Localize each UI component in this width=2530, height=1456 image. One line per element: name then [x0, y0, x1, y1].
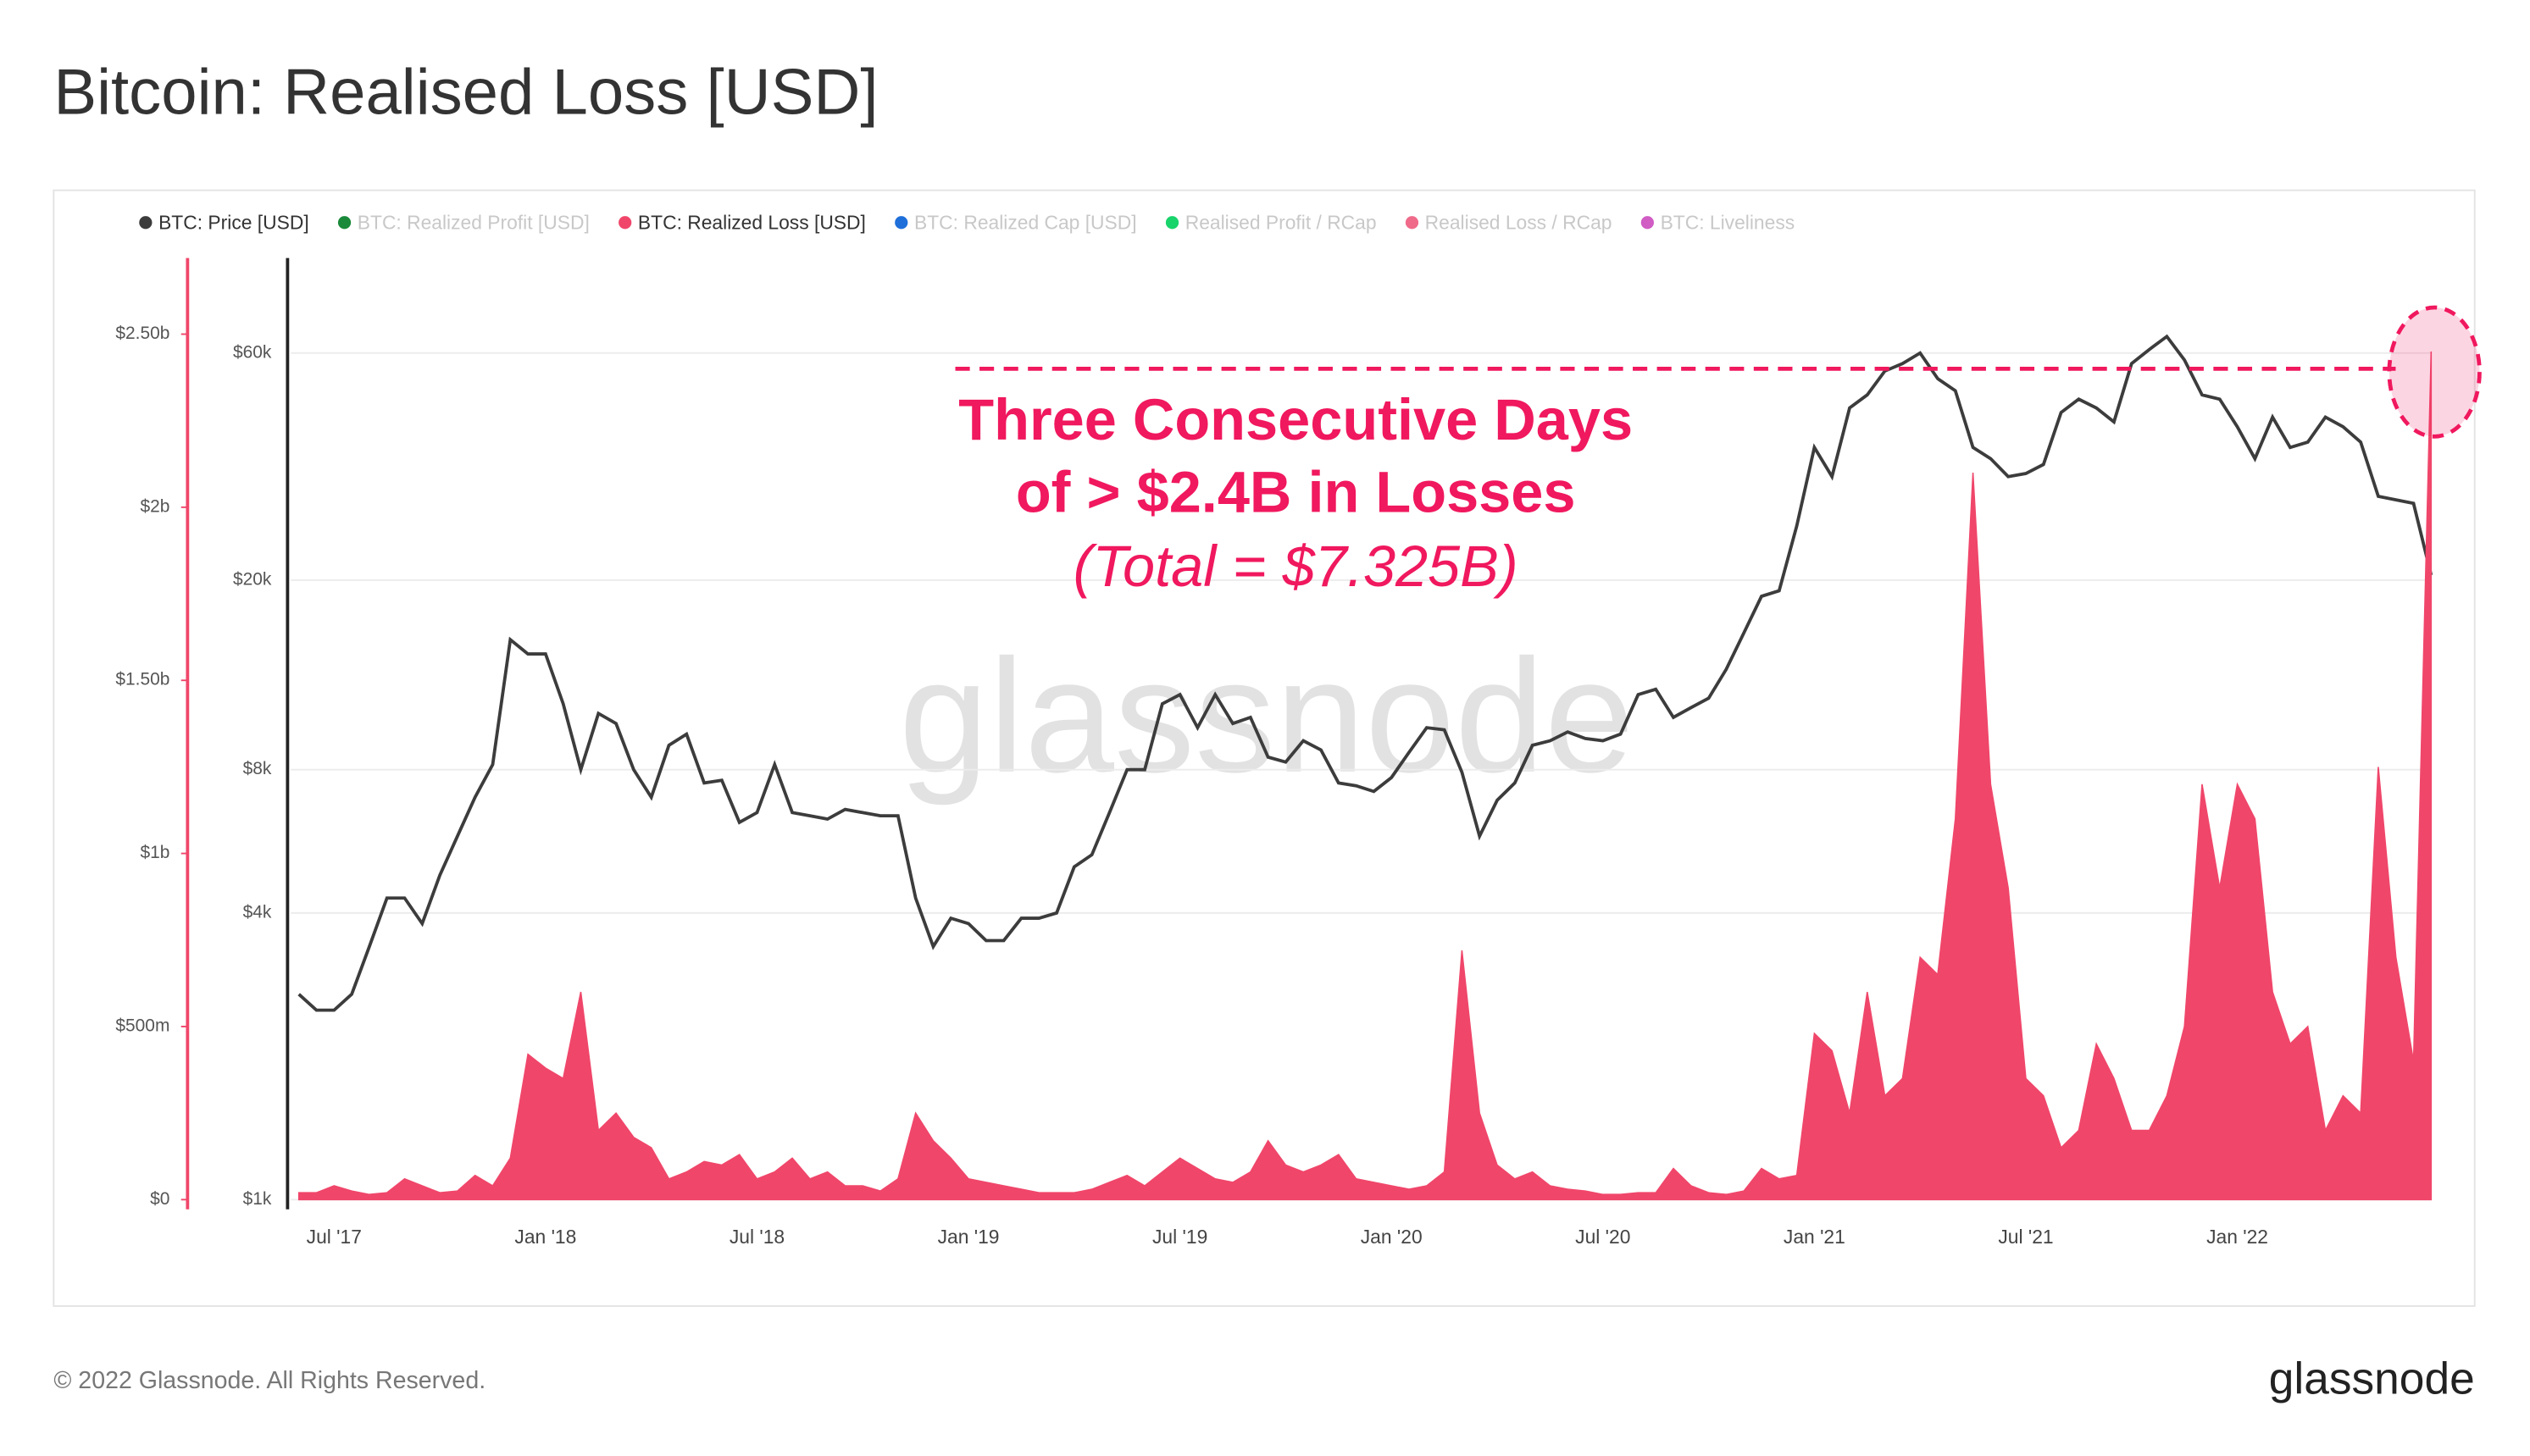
legend-swatch	[1405, 216, 1419, 230]
y-tick-label: $20k	[233, 570, 272, 590]
y2-tick-label: $0	[150, 1189, 169, 1209]
y2-tick-label: $1b	[140, 843, 169, 862]
x-tick-label: Jan '18	[514, 1226, 576, 1248]
x-tick-label: Jul '19	[1152, 1226, 1207, 1248]
x-tick-label: Jan '21	[1784, 1226, 1845, 1248]
x-tick-label: Jan '22	[2206, 1226, 2268, 1248]
legend-swatch	[139, 216, 153, 230]
price-line	[297, 334, 2433, 1012]
legend-label: Realised Loss / RCap	[1425, 212, 1612, 234]
chart-frame	[53, 189, 2476, 1307]
logo: glassnode	[2269, 1354, 2475, 1404]
x-tick-label: Jul '18	[730, 1226, 785, 1248]
x-tick-label: Jul '17	[307, 1226, 362, 1248]
legend-item[interactable]: BTC: Realized Profit [USD]	[337, 212, 590, 234]
watermark: glassnode	[899, 627, 1634, 806]
footer: © 2022 Glassnode. All Rights Reserved.	[53, 1367, 485, 1394]
legend-label: BTC: Price [USD]	[158, 212, 309, 234]
highlight-ellipse	[2387, 305, 2482, 439]
x-tick-label: Jan '19	[938, 1226, 1000, 1248]
legend-label: Realised Profit / RCap	[1185, 212, 1377, 234]
annotation-text: Three Consecutive Days	[958, 387, 1633, 452]
x-tick-label: Jan '20	[1361, 1226, 1423, 1248]
y-tick-label: $1k	[243, 1189, 272, 1209]
x-tick-label: Jul '21	[1998, 1226, 2053, 1248]
loss-area	[297, 351, 2433, 1201]
y-tick-label: $8k	[243, 759, 272, 778]
legend-label: BTC: Realized Profit [USD]	[358, 212, 590, 234]
legend-item[interactable]: BTC: Realized Cap [USD]	[895, 212, 1137, 234]
annotation-text: of > $2.4B in Losses	[1016, 459, 1576, 524]
legend-item[interactable]: Realised Loss / RCap	[1405, 212, 1612, 234]
legend-item[interactable]: BTC: Liveliness	[1640, 212, 1795, 234]
legend-label: BTC: Liveliness	[1661, 212, 1795, 234]
annotation-note: (Total = $7.325B)	[1074, 534, 1518, 599]
chart-title: Bitcoin: Realised Loss [USD]	[53, 56, 878, 128]
legend-swatch	[619, 216, 632, 230]
legend-item[interactable]: BTC: Realized Loss [USD]	[619, 212, 866, 234]
legend-swatch	[895, 216, 908, 230]
legend-item[interactable]: BTC: Price [USD]	[139, 212, 309, 234]
x-tick-label: Jul '20	[1575, 1226, 1630, 1248]
legend-label: BTC: Realized Cap [USD]	[914, 212, 1137, 234]
legend-swatch	[337, 216, 352, 230]
legend-swatch	[1640, 216, 1654, 230]
y-tick-label: $4k	[243, 902, 272, 922]
y-tick-label: $60k	[233, 342, 272, 362]
legend-swatch	[1165, 216, 1179, 230]
y2-tick-label: $2.50b	[115, 324, 169, 343]
y2-tick-label: $500m	[115, 1016, 169, 1035]
legend-item[interactable]: Realised Profit / RCap	[1165, 212, 1377, 234]
y2-tick-label: $1.50b	[115, 670, 169, 689]
y2-tick-label: $2b	[140, 496, 169, 516]
legend-label: BTC: Realized Loss [USD]	[638, 212, 866, 234]
